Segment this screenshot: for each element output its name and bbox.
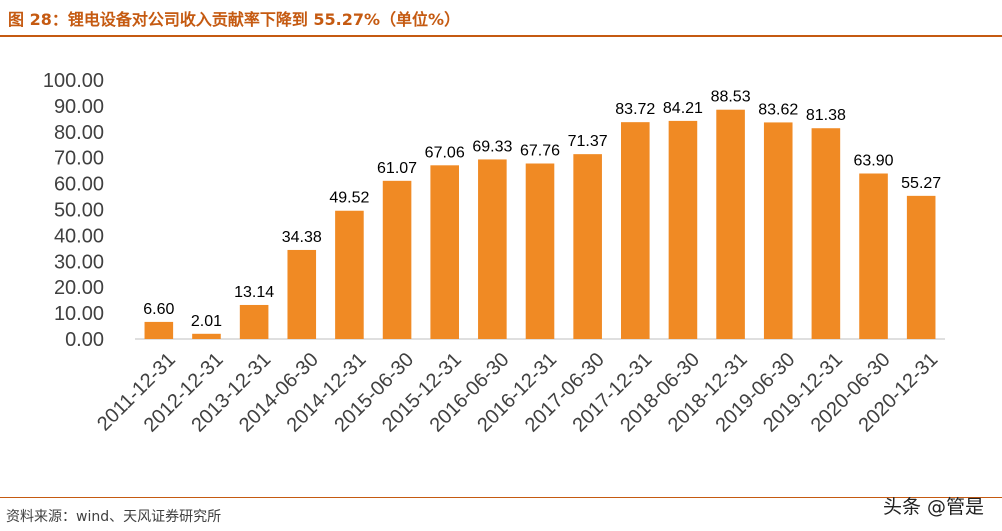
y-tick-label: 90.00	[54, 96, 104, 118]
y-tick-label: 50.00	[54, 200, 104, 222]
figure-title: 图 28：锂电设备对公司收入贡献率下降到 55.27%（单位%）	[8, 10, 461, 29]
bar	[668, 120, 698, 339]
data-label: 69.33	[472, 138, 512, 155]
footer-divider	[0, 497, 1002, 498]
chart-area: 0.00 10.00 20.00 30.00 40.00 50.00 60.00 70.00 8…	[0, 40, 1002, 495]
bar	[906, 195, 936, 339]
data-label: 81.38	[806, 107, 846, 124]
y-tick-label: 40.00	[54, 225, 104, 247]
header-divider	[0, 35, 1002, 37]
data-label: 13.14	[234, 284, 274, 301]
bar	[335, 210, 364, 339]
data-label: 34.38	[282, 229, 322, 246]
source-note: 资料来源：wind、天风证券研究所	[6, 509, 222, 525]
bar	[573, 154, 602, 339]
bar	[811, 128, 841, 339]
y-tick-label: 80.00	[54, 122, 104, 144]
bar	[621, 122, 650, 340]
bar	[239, 304, 269, 339]
bar	[716, 109, 745, 339]
y-tick-label: 100.00	[43, 70, 104, 92]
data-label: 2.01	[191, 313, 222, 330]
bar	[382, 180, 412, 339]
y-tick-label: 10.00	[54, 303, 104, 325]
bar-chart: 0.00 10.00 20.00 30.00 40.00 50.00 60.00 70.00 8…	[43, 70, 945, 436]
data-label: 49.52	[329, 190, 369, 207]
data-label: 67.76	[520, 143, 560, 160]
data-label: 83.72	[615, 101, 655, 118]
figure-header: 图 28：锂电设备对公司收入贡献率下降到 55.27%（单位%）	[0, 0, 1002, 37]
y-tick-label: 0.00	[65, 329, 104, 351]
data-label: 83.62	[758, 101, 798, 118]
bar	[763, 122, 793, 340]
y-tick-label: 20.00	[54, 277, 104, 299]
watermark: 头条 @管是	[882, 496, 984, 518]
y-tick-label: 70.00	[54, 148, 104, 170]
data-label: 6.60	[143, 301, 174, 318]
data-label: 88.53	[711, 89, 751, 106]
data-label: 63.90	[854, 152, 894, 169]
data-label: 71.37	[568, 133, 608, 150]
data-label: 61.07	[377, 160, 417, 177]
bar	[287, 249, 317, 339]
bar	[192, 333, 221, 339]
data-label: 67.06	[425, 144, 465, 161]
bar	[144, 321, 174, 339]
bar	[859, 173, 888, 339]
y-tick-label: 60.00	[54, 174, 104, 196]
data-label: 84.21	[663, 100, 703, 117]
bar	[430, 165, 459, 339]
bar	[525, 163, 555, 339]
bar	[478, 159, 507, 339]
y-tick-label: 30.00	[54, 251, 104, 273]
data-label: 55.27	[901, 175, 941, 192]
